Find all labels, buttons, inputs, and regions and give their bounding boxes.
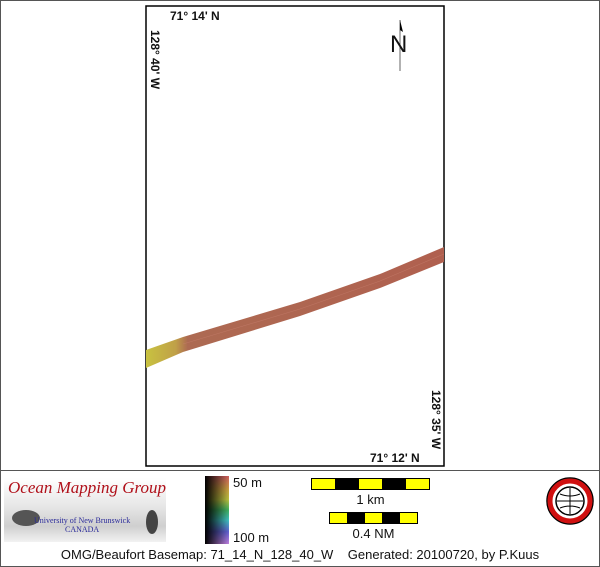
logo-graphic xyxy=(12,510,158,534)
legend-divider xyxy=(0,470,600,471)
logo-subtitle: University of New Brunswick CANADA xyxy=(34,516,130,534)
lon-right-label: 128° 35' W xyxy=(429,390,443,450)
lon-left-label: 128° 40' W xyxy=(148,30,162,90)
map-caption: OMG/Beaufort Basemap: 71_14_N_128_40_W G… xyxy=(60,547,540,562)
swath-centerline xyxy=(182,253,445,345)
scale-bar-nm xyxy=(329,512,418,524)
logo-country: CANADA xyxy=(64,525,100,534)
lat-bottom-label: 71° 12' N xyxy=(370,451,420,465)
map-canvas xyxy=(145,5,445,467)
north-label: N xyxy=(390,31,408,58)
depth-min-label: 50 m xyxy=(233,475,262,490)
lat-top-label: 71° 14' N xyxy=(170,9,220,23)
north-arrow-icon xyxy=(399,20,403,71)
depth-colorbar xyxy=(205,476,229,544)
depth-max-label: 100 m xyxy=(233,530,270,545)
logo-title: Ocean Mapping Group xyxy=(8,478,167,497)
omg-logo: Ocean Mapping Group University of New Br… xyxy=(4,478,166,542)
map-frame xyxy=(145,5,445,467)
unb-seal-logo xyxy=(546,477,594,525)
scale-nm-label: 0.4 NM xyxy=(352,526,395,541)
scale-bar-km xyxy=(311,478,430,490)
logo-university: University of New Brunswick xyxy=(34,516,131,525)
scale-km-label: 1 km xyxy=(356,492,385,507)
survey-swath xyxy=(146,247,444,368)
